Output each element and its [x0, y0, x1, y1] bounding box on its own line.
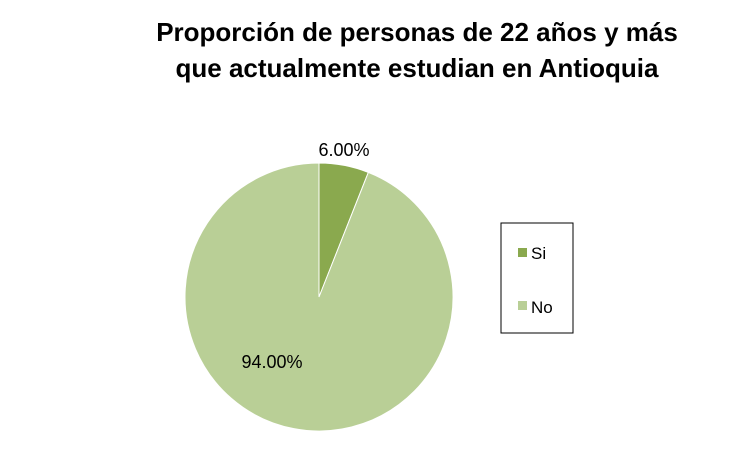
chart-title: Proporción de personas de 22 años y más … [156, 17, 678, 83]
pie-slice-no [184, 162, 454, 432]
pie-slices [184, 162, 454, 432]
legend-label-si: Si [531, 244, 546, 263]
data-labels: 6.00% 94.00% [241, 140, 369, 372]
data-label-no: 94.00% [241, 352, 302, 372]
legend-label-no: No [531, 298, 553, 317]
legend-swatch-no [518, 301, 527, 310]
chart-title-line-2: que actualmente estudian en Antioquia [176, 53, 660, 83]
data-label-si: 6.00% [318, 140, 369, 160]
legend: Si No [500, 222, 574, 334]
legend-box [500, 222, 574, 334]
chart-title-line-1: Proporción de personas de 22 años y más [156, 17, 678, 47]
legend-swatch-si [518, 248, 527, 257]
